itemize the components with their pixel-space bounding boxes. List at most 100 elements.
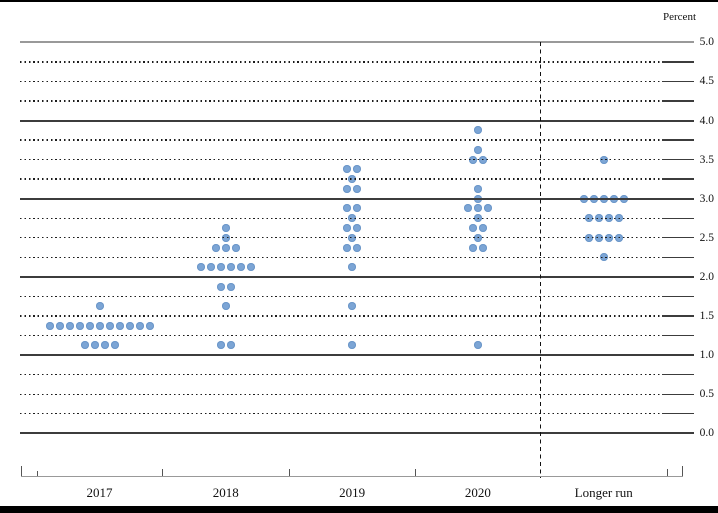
y-axis-tick-label: 1.5 <box>699 310 714 322</box>
dot <box>100 341 109 350</box>
dot <box>343 243 352 252</box>
dot <box>55 321 64 330</box>
dot <box>115 321 124 330</box>
dot <box>226 263 235 272</box>
dot <box>90 341 99 350</box>
dot <box>125 321 134 330</box>
dot <box>231 243 240 252</box>
dot <box>206 263 215 272</box>
dot <box>226 341 235 350</box>
top-border-bar <box>0 0 718 2</box>
dot <box>473 184 482 193</box>
gridline-dotted <box>20 139 660 141</box>
gridline-dotted <box>20 256 660 259</box>
x-axis-category-label: Longer run <box>574 485 633 500</box>
dot <box>483 204 492 213</box>
dot <box>45 321 54 330</box>
gridline-dotted <box>20 393 660 395</box>
gridline-end-tick <box>662 100 694 102</box>
dot <box>463 204 472 213</box>
x-axis-category-label: 2018 <box>212 485 239 500</box>
dot <box>348 302 357 311</box>
gridline-solid <box>20 275 694 278</box>
y-axis-tick-label: 3.0 <box>699 192 714 205</box>
dot <box>135 321 144 330</box>
y-axis-tick-label: 5.0 <box>699 36 714 49</box>
dot <box>211 243 220 252</box>
dot <box>473 341 482 350</box>
x-axis-tick <box>36 471 38 476</box>
gridline-dotted <box>20 178 660 180</box>
y-axis-tick-label: 3.5 <box>699 153 714 166</box>
dot <box>478 224 487 233</box>
dot <box>95 321 104 330</box>
gridline-dotted <box>20 217 660 219</box>
gridline-dotted <box>20 61 660 63</box>
dot <box>221 224 230 233</box>
gridline-solid <box>20 432 694 435</box>
dot <box>478 243 487 252</box>
y-axis-tick-label: 2.0 <box>699 270 714 283</box>
percent-axis-title: Percent <box>663 11 696 23</box>
dot <box>216 263 225 272</box>
bottom-border-bar <box>0 506 718 513</box>
dot <box>473 126 482 135</box>
gridline-end-tick <box>662 178 694 180</box>
dot <box>343 224 352 233</box>
x-axis-end-tick <box>21 466 23 476</box>
dot <box>468 243 477 252</box>
dot <box>95 302 104 311</box>
dot <box>216 341 225 350</box>
gridline-end-tick <box>662 295 694 298</box>
dot <box>353 165 362 174</box>
gridline-dotted <box>20 237 660 239</box>
y-axis-tick-label: 0.0 <box>699 427 714 440</box>
longer-run-separator-dashed-line <box>540 42 542 478</box>
x-axis-category-label: 2017 <box>86 485 113 500</box>
gridline-end-tick <box>662 61 694 63</box>
dot <box>473 145 482 154</box>
dot <box>343 165 352 174</box>
y-axis-tick-label: 4.5 <box>699 75 714 88</box>
x-axis-line <box>21 476 683 478</box>
gridline-dotted <box>20 315 660 317</box>
y-axis-tick-label: 0.5 <box>699 388 714 401</box>
dot <box>353 184 362 193</box>
dot <box>110 341 119 350</box>
gridline-dotted <box>20 100 660 102</box>
gridline-end-tick <box>662 334 694 337</box>
dot <box>236 263 245 272</box>
gridline-dotted <box>20 334 660 337</box>
x-axis-tick <box>666 469 668 476</box>
gridline-dotted <box>20 80 660 83</box>
dot <box>348 341 357 350</box>
dot <box>348 263 357 272</box>
dot <box>105 321 114 330</box>
gridline-end-tick <box>662 139 694 141</box>
gridline-end-tick <box>662 158 694 161</box>
dot <box>353 224 362 233</box>
dot <box>221 243 230 252</box>
y-axis-tick-label: 2.5 <box>699 231 714 244</box>
dot <box>226 282 235 291</box>
dot <box>468 224 477 233</box>
gridline-end-tick <box>662 256 694 259</box>
gridline-end-tick <box>662 373 694 376</box>
x-axis-tick <box>415 469 417 476</box>
dot <box>75 321 84 330</box>
gridline-dotted <box>20 413 660 415</box>
dot <box>196 263 205 272</box>
gridline-end-tick <box>662 237 694 239</box>
gridline-dotted <box>20 295 660 298</box>
gridline-end-tick <box>662 315 694 317</box>
gridline-dotted <box>20 373 660 376</box>
gridline-solid <box>20 119 694 122</box>
dot <box>246 263 255 272</box>
dot <box>343 184 352 193</box>
dot <box>221 302 230 311</box>
y-axis-tick-label: 1.0 <box>699 349 714 362</box>
gridline-solid <box>20 41 694 43</box>
gridline-end-tick <box>662 217 694 219</box>
gridline-solid <box>20 197 694 200</box>
dot <box>353 204 362 213</box>
